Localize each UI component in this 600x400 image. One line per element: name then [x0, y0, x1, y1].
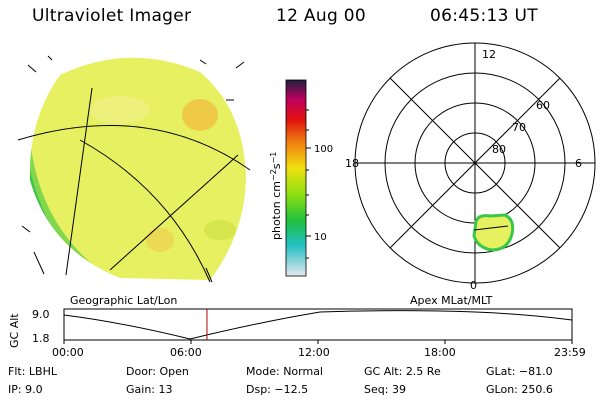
geographic-image [17, 55, 251, 283]
info-gain: Gain: 13 [126, 383, 173, 396]
colorbar-unit-label: photon cm−2s−1 [269, 152, 283, 240]
mlt-label-12: 12 [482, 48, 496, 61]
instrument-title: Ultraviolet Imager [32, 6, 192, 26]
info-dsp: Dsp: −12.5 [246, 383, 309, 396]
colorbar-tick-10: 10 [314, 232, 327, 243]
mlt-label-6: 6 [575, 157, 582, 170]
alt-ytick-1-8: 1.8 [32, 332, 50, 345]
altitude-plot [63, 308, 573, 344]
mlat-label-70: 70 [512, 121, 526, 134]
date-label: 12 Aug 00 [276, 6, 366, 26]
alt-xtick-3: 18:00 [424, 346, 456, 359]
mlt-label-0: 0 [470, 279, 477, 292]
info-flt: Flt: LBHL [8, 365, 57, 378]
polar-plot [354, 42, 596, 284]
info-mode: Mode: Normal [246, 365, 323, 378]
mlat-label-60: 60 [536, 99, 550, 112]
info-glon: GLon: 250.6 [486, 383, 553, 396]
time-label: 06:45:13 UT [430, 6, 538, 26]
info-seq: Seq: 39 [364, 383, 406, 396]
alt-xtick-0: 00:00 [52, 346, 84, 359]
colorbar-tick-100: 100 [314, 144, 333, 155]
info-ip: IP: 9.0 [8, 383, 43, 396]
alt-ylabel: GC Alt [8, 313, 21, 348]
apex-label: Apex MLat/MLT [410, 294, 493, 307]
alt-xtick-2: 12:00 [298, 346, 330, 359]
alt-xtick-1: 06:00 [170, 346, 202, 359]
alt-xtick-4: 23:59 [554, 346, 586, 359]
info-gcalt: GC Alt: 2.5 Re [364, 365, 441, 378]
colorbar: 100 10 photon cm−2s−1 [269, 79, 333, 277]
mlat-label-80: 80 [492, 143, 506, 156]
alt-ytick-9: 9.0 [32, 308, 50, 321]
info-glat: GLat: −81.0 [486, 365, 553, 378]
info-door: Door: Open [126, 365, 189, 378]
polar-aurora-patch [472, 213, 515, 252]
geographic-label: Geographic Lat/Lon [70, 294, 178, 307]
mlt-label-18: 18 [345, 157, 359, 170]
